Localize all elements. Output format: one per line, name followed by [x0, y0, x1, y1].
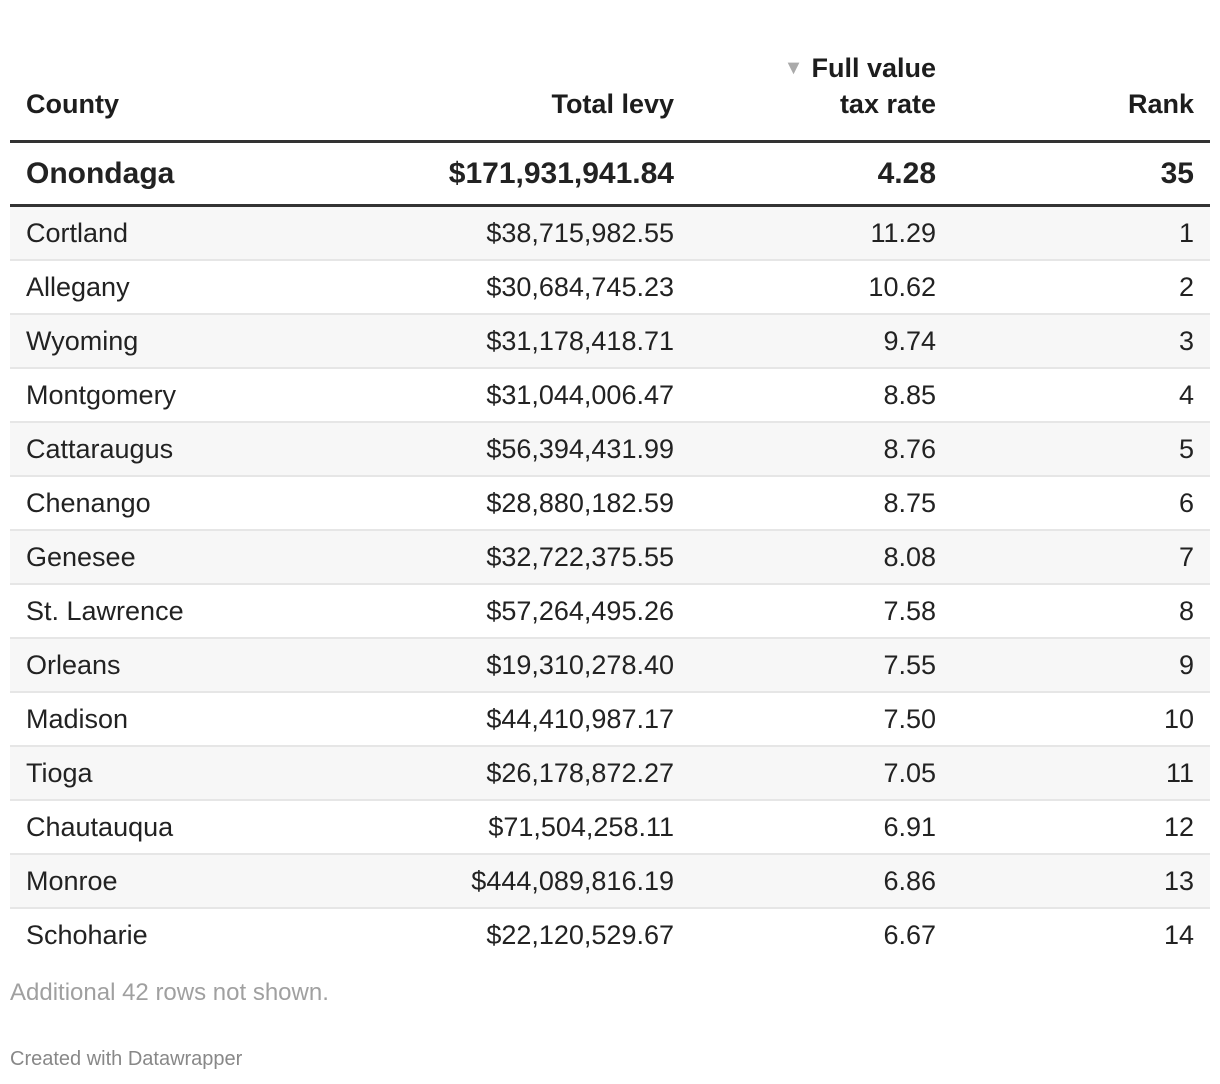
- rows-not-shown-note: Additional 42 rows not shown.: [10, 979, 329, 1006]
- cell-rank: 8: [1178, 595, 1194, 626]
- cell-tax-rate: 8.85: [883, 379, 936, 410]
- cell-total-levy: $30,684,745.23: [486, 271, 674, 302]
- cell-county: Chenango: [26, 487, 151, 518]
- cell-rank: 11: [1165, 757, 1194, 788]
- datawrapper-credit: Created with Datawrapper: [10, 1048, 243, 1070]
- table-row: Schoharie $22,120,529.67 6.67 14: [10, 908, 1210, 961]
- cell-total-levy: $38,715,982.55: [486, 217, 674, 248]
- cell-county: Chautauqua: [26, 811, 174, 842]
- cell-county: Wyoming: [26, 325, 139, 356]
- table-row: Cattaraugus $56,394,431.99 8.76 5: [10, 422, 1210, 476]
- cell-tax-rate: 7.05: [883, 757, 936, 788]
- cell-rank: 14: [1163, 919, 1194, 950]
- table-row: St. Lawrence $57,264,495.26 7.58 8: [10, 584, 1210, 638]
- cell-county: St. Lawrence: [26, 595, 184, 626]
- cell-tax-rate: 6.91: [883, 811, 936, 842]
- cell-county: Schoharie: [26, 919, 148, 950]
- cell-county: Orleans: [26, 649, 121, 680]
- cell-total-levy: $56,394,431.99: [486, 433, 674, 464]
- cell-county: Tioga: [26, 757, 93, 788]
- cell-total-levy: $57,264,495.26: [486, 595, 674, 626]
- cell-tax-rate: 8.75: [883, 487, 936, 518]
- column-label: Total levy: [551, 89, 674, 119]
- cell-tax-rate: 7.50: [883, 703, 936, 734]
- sort-down-triangle-icon: ▼: [783, 57, 804, 79]
- cell-county: Cattaraugus: [26, 433, 174, 464]
- table-row: Wyoming $31,178,418.71 9.74 3: [10, 314, 1210, 368]
- table-row: Chenango $28,880,182.59 8.75 6: [10, 476, 1210, 530]
- cell-rank: 12: [1163, 811, 1194, 842]
- cell-tax-rate: 8.76: [883, 433, 936, 464]
- cell-rank: 9: [1178, 649, 1194, 680]
- cell-tax-rate: 7.58: [883, 595, 936, 626]
- cell-tax-rate: 7.55: [883, 649, 936, 680]
- column-label: Rank: [1127, 89, 1194, 119]
- cell-tax-rate: 6.67: [883, 919, 936, 950]
- cell-county: Allegany: [26, 271, 130, 302]
- column-label-line2: tax rate: [839, 89, 936, 119]
- cell-tax-rate: 4.28: [877, 156, 936, 190]
- cell-total-levy: $44,410,987.17: [486, 703, 674, 734]
- column-header-rank[interactable]: Rank: [952, 40, 1210, 142]
- cell-tax-rate: 9.74: [883, 325, 936, 356]
- cell-rank: 35: [1160, 156, 1194, 190]
- cell-rank: 6: [1178, 487, 1194, 518]
- cell-county: Madison: [26, 703, 129, 734]
- cell-total-levy: $28,880,182.59: [486, 487, 674, 518]
- cell-total-levy: $444,089,816.19: [471, 865, 674, 896]
- table-header-row: County Total levy ▼ Full value tax rate Ra…: [10, 40, 1210, 142]
- cell-county: Monroe: [26, 865, 118, 896]
- cell-total-levy: $26,178,872.27: [486, 757, 674, 788]
- cell-county: Cortland: [26, 217, 129, 248]
- cell-rank: 10: [1163, 703, 1194, 734]
- cell-county: Montgomery: [26, 379, 177, 410]
- column-header-county[interactable]: County: [10, 40, 310, 142]
- cell-rank: 13: [1163, 865, 1194, 896]
- table-row: Genesee $32,722,375.55 8.08 7: [10, 530, 1210, 584]
- column-header-total-levy[interactable]: Total levy: [310, 40, 690, 142]
- cell-tax-rate: 11.29: [870, 217, 936, 248]
- highlighted-row: Onondaga $171,931,941.84 4.28 35: [10, 142, 1210, 206]
- cell-total-levy: $171,931,941.84: [448, 156, 674, 190]
- table-row: Monroe $444,089,816.19 6.86 13: [10, 854, 1210, 908]
- cell-total-levy: $71,504,258.11: [488, 811, 674, 842]
- cell-county: Genesee: [26, 541, 136, 572]
- table-row: Allegany $30,684,745.23 10.62 2: [10, 260, 1210, 314]
- cell-total-levy: $31,178,418.71: [486, 325, 674, 356]
- cell-rank: 7: [1178, 541, 1194, 572]
- column-label: County: [26, 89, 119, 119]
- column-header-tax-rate[interactable]: ▼ Full value tax rate: [690, 40, 952, 142]
- column-label-line1: Full value: [811, 53, 936, 83]
- cell-rank: 1: [1178, 217, 1194, 248]
- cell-rank: 5: [1178, 433, 1194, 464]
- cell-rank: 3: [1178, 325, 1194, 356]
- cell-rank: 4: [1178, 379, 1194, 410]
- table-row: Tioga $26,178,872.27 7.05 11: [10, 746, 1210, 800]
- cell-tax-rate: 6.86: [883, 865, 936, 896]
- cell-total-levy: $32,722,375.55: [486, 541, 674, 572]
- table-row: Orleans $19,310,278.40 7.55 9: [10, 638, 1210, 692]
- cell-rank: 2: [1178, 271, 1194, 302]
- cell-county: Onondaga: [26, 156, 175, 190]
- cell-total-levy: $31,044,006.47: [486, 379, 674, 410]
- cell-total-levy: $22,120,529.67: [486, 919, 674, 950]
- cell-total-levy: $19,310,278.40: [486, 649, 674, 680]
- table-row: Chautauqua $71,504,258.11 6.91 12: [10, 800, 1210, 854]
- cell-tax-rate: 8.08: [883, 541, 936, 572]
- county-tax-table: County Total levy ▼ Full value tax rate Ra…: [10, 40, 1210, 961]
- table-row: Madison $44,410,987.17 7.50 10: [10, 692, 1210, 746]
- table-row: Cortland $38,715,982.55 11.29 1: [10, 205, 1210, 260]
- cell-tax-rate: 10.62: [868, 271, 936, 302]
- table-row: Montgomery $31,044,006.47 8.85 4: [10, 368, 1210, 422]
